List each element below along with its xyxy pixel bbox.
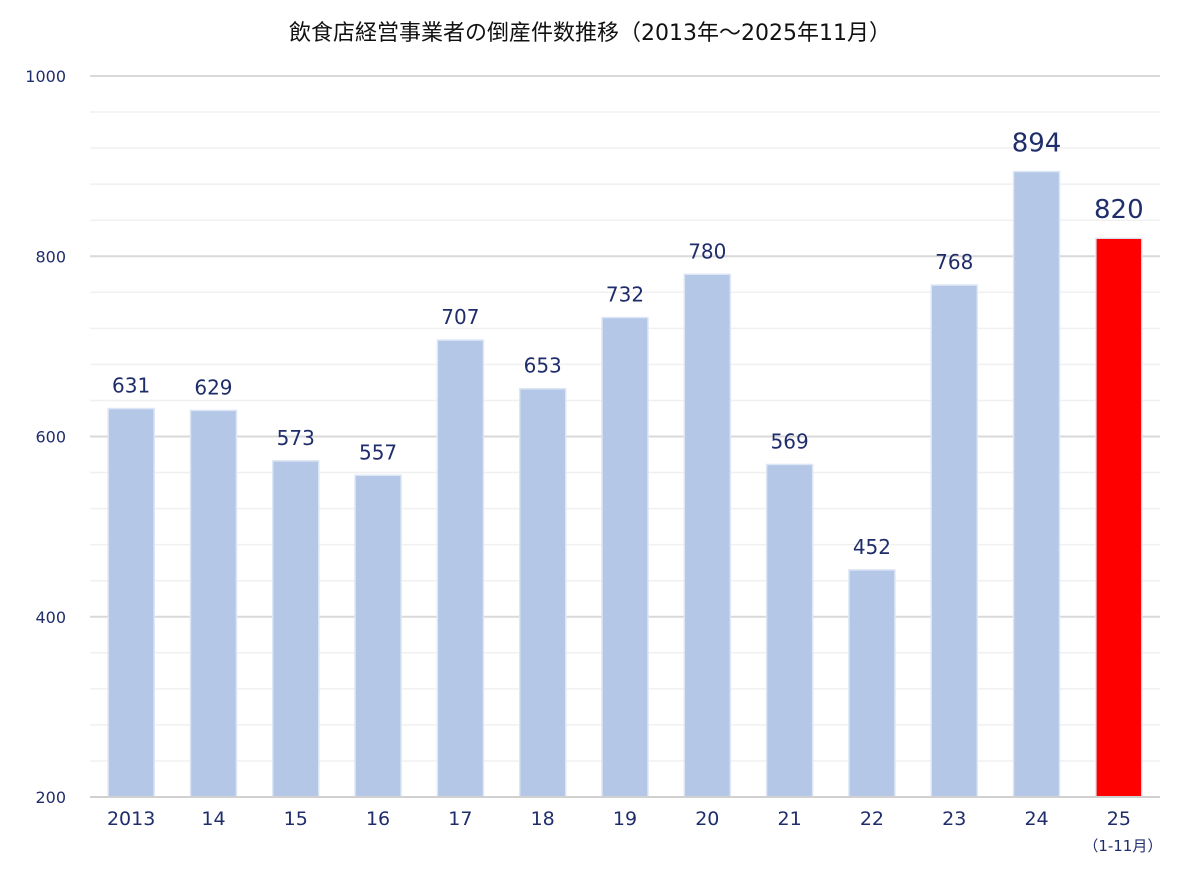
bar-24 xyxy=(1012,170,1061,798)
bar-22 xyxy=(848,569,896,798)
data-labels: 631 629 573 557 707 653 732 780 569 452 768 894 820 xyxy=(112,129,1144,559)
x-tick-label: 24 xyxy=(1024,808,1048,830)
bar-17 xyxy=(436,339,485,798)
data-label-25: 820 xyxy=(1094,195,1144,225)
y-axis: 200 400 600 800 1000 xyxy=(25,67,66,807)
x-tick-label: 21 xyxy=(778,808,802,830)
y-tick-label: 800 xyxy=(35,247,66,266)
data-label-15: 573 xyxy=(277,426,315,450)
x-tick-label: 15 xyxy=(284,808,308,830)
data-label-18: 653 xyxy=(524,354,562,378)
x-tick-label: 22 xyxy=(860,808,884,830)
x-tick-label: 19 xyxy=(613,808,637,830)
data-label-23: 768 xyxy=(935,250,973,274)
bar-25 xyxy=(1095,237,1143,798)
bar-23 xyxy=(930,284,978,798)
bar-16 xyxy=(354,474,402,798)
chart-title: 飲食店経営事業者の倒産件数推移（2013年～2025年11月） xyxy=(289,21,891,46)
x-tick-label: 20 xyxy=(695,808,719,830)
x-tick-label: 2013 xyxy=(107,808,155,830)
data-label-16: 557 xyxy=(359,440,397,464)
data-label-24: 894 xyxy=(1012,129,1062,159)
data-label-21: 569 xyxy=(771,429,809,453)
data-label-2013: 631 xyxy=(112,374,150,398)
bar-21 xyxy=(765,463,814,798)
bar-2013 xyxy=(107,407,155,798)
bar-18 xyxy=(518,387,567,798)
y-tick-label: 400 xyxy=(35,608,66,627)
data-label-17: 707 xyxy=(441,305,479,329)
x-axis: 2013 14 15 16 17 18 19 20 21 22 23 24 25 （1-11月） xyxy=(90,796,1162,855)
y-tick-label: 600 xyxy=(35,428,66,447)
x-tick-label: 16 xyxy=(366,808,390,830)
x-tick-label: 17 xyxy=(448,808,472,830)
bar-14 xyxy=(189,409,238,798)
x-tick-label: 25 xyxy=(1107,808,1131,830)
bars xyxy=(107,170,1143,798)
bar-15 xyxy=(272,460,320,798)
x-tick-sublabel: （1-11月） xyxy=(1083,837,1162,855)
y-tick-label: 200 xyxy=(35,788,66,807)
y-tick-label: 1000 xyxy=(25,67,66,86)
data-label-20: 780 xyxy=(688,239,726,263)
data-label-19: 732 xyxy=(606,283,644,307)
data-label-22: 452 xyxy=(853,535,891,559)
bar-19 xyxy=(601,316,649,798)
x-tick-label: 23 xyxy=(942,808,966,830)
x-tick-label: 14 xyxy=(201,808,225,830)
bar-20 xyxy=(683,273,732,798)
data-label-14: 629 xyxy=(194,375,232,399)
x-tick-label: 18 xyxy=(531,808,555,830)
